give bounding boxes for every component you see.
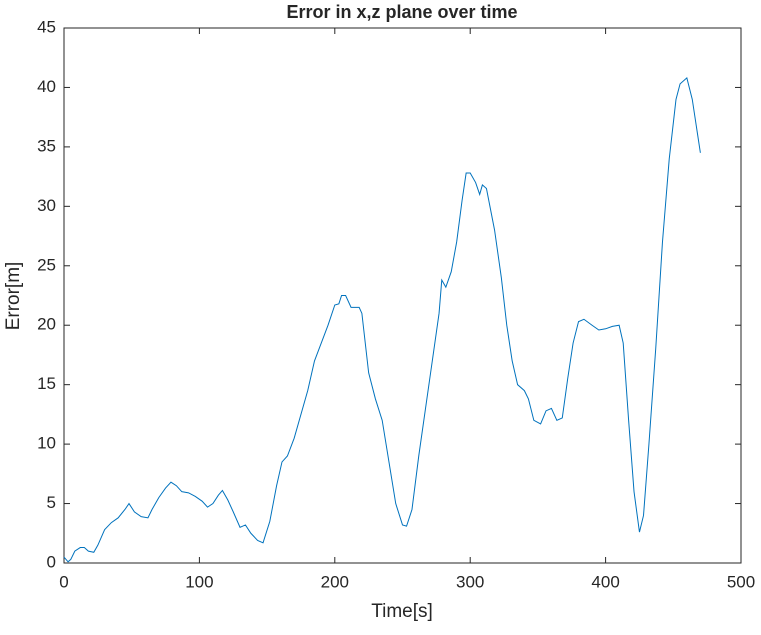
y-axis-label: Error[m]	[3, 262, 24, 331]
chart-title: Error in x,z plane over time	[286, 2, 517, 22]
y-tick-label: 45	[37, 17, 56, 36]
x-tick-label: 0	[59, 572, 68, 591]
y-tick-label: 5	[47, 493, 56, 512]
y-tick-label: 0	[47, 552, 56, 571]
y-tick-label: 10	[37, 434, 56, 453]
x-tick-label: 100	[185, 572, 213, 591]
y-tick-label: 40	[37, 77, 56, 96]
y-tick-label: 35	[37, 136, 56, 155]
y-tick-label: 15	[37, 374, 56, 393]
x-tick-label: 400	[591, 572, 619, 591]
x-tick-label: 200	[321, 572, 349, 591]
y-tick-label: 20	[37, 315, 56, 334]
y-tick-label: 30	[37, 196, 56, 215]
data-line	[63, 77, 701, 563]
x-axis-label: Time[s]	[371, 601, 433, 622]
y-tick-label: 25	[37, 255, 56, 274]
axes-box	[63, 27, 742, 564]
x-tick-label: 500	[727, 572, 755, 591]
x-tick-label: 300	[456, 572, 484, 591]
